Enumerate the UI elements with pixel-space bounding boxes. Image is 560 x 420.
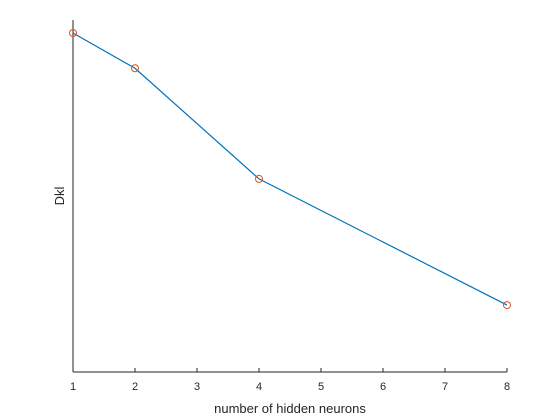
- axes: [72, 20, 507, 373]
- x-tick-label: 2: [132, 381, 138, 393]
- data-point: [255, 174, 263, 183]
- data-point: [503, 301, 511, 310]
- series-line: [72, 32, 508, 306]
- data-point: [69, 29, 77, 37]
- plot-area: [69, 29, 511, 310]
- x-tick-label: 3: [194, 381, 200, 393]
- x-ticks: 1 2 3 4 5 6 7 8: [70, 368, 510, 393]
- x-axis-label: number of hidden neurons: [214, 401, 366, 416]
- data-point: [131, 64, 139, 73]
- x-tick-label: 6: [380, 381, 386, 393]
- x-tick-label: 1: [70, 381, 76, 393]
- x-tick-label: 8: [504, 381, 510, 393]
- x-tick-label: 7: [442, 381, 448, 393]
- y-axis-label: Dkl: [52, 187, 67, 206]
- x-tick-label: 4: [256, 381, 262, 393]
- x-tick-label: 5: [318, 381, 324, 393]
